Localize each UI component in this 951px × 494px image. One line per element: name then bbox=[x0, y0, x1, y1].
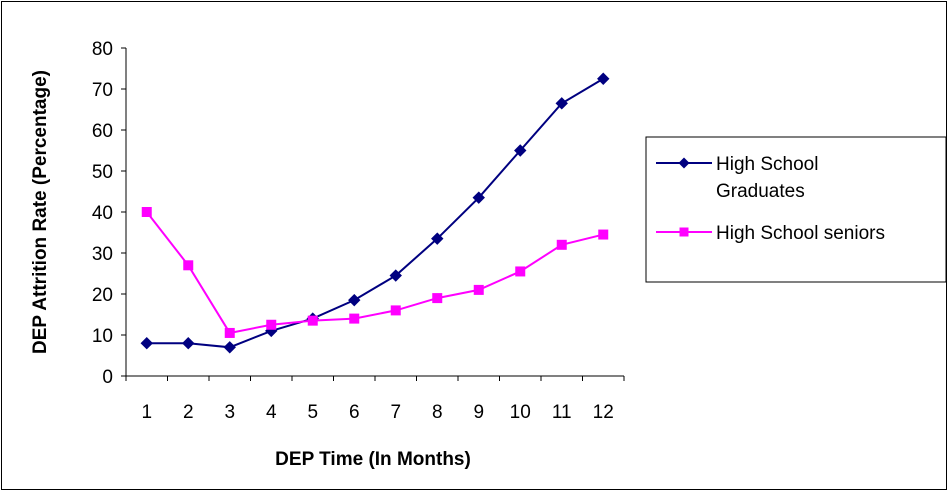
series-1 bbox=[140, 72, 610, 354]
x-tick-label: 4 bbox=[266, 402, 277, 423]
x-tick-label: 2 bbox=[183, 402, 194, 423]
data-point bbox=[431, 232, 444, 245]
data-point bbox=[140, 336, 153, 350]
x-tick-label: 11 bbox=[552, 402, 572, 423]
data-point bbox=[432, 293, 443, 304]
series-2 bbox=[141, 207, 609, 338]
legend-label: High School seniors bbox=[716, 223, 885, 244]
data-point bbox=[472, 191, 485, 204]
y-axis-title: DEP Attrition Rate (Percentage) bbox=[30, 70, 51, 354]
data-point bbox=[224, 327, 235, 338]
x-tick-label: 9 bbox=[473, 402, 484, 423]
data-point bbox=[182, 336, 195, 350]
y-tick-label: 40 bbox=[92, 203, 113, 224]
y-tick-label: 50 bbox=[92, 162, 113, 183]
x-tick-label: 5 bbox=[307, 402, 318, 423]
data-point bbox=[598, 229, 609, 240]
y-tick-label: 60 bbox=[92, 121, 113, 142]
data-point bbox=[223, 341, 236, 354]
legend-label: Graduates bbox=[716, 181, 805, 202]
series-line bbox=[146, 77, 604, 349]
data-point bbox=[348, 293, 361, 307]
x-tick-label: 6 bbox=[349, 402, 360, 423]
y-tick-label: 80 bbox=[92, 39, 113, 60]
data-point bbox=[389, 269, 402, 282]
legend-box bbox=[645, 136, 947, 283]
data-point bbox=[349, 313, 360, 324]
legend-item-1: High School Graduates bbox=[656, 154, 818, 202]
x-tick-label: 1 bbox=[141, 402, 152, 423]
data-point bbox=[307, 315, 318, 326]
x-tick-label: 10 bbox=[510, 402, 531, 423]
y-tick-label: 70 bbox=[92, 80, 113, 101]
legend-marker bbox=[679, 227, 689, 237]
series-layer bbox=[140, 72, 610, 354]
x-tick-label: 12 bbox=[593, 402, 614, 423]
data-point bbox=[390, 305, 401, 316]
data-point bbox=[597, 72, 610, 85]
data-point bbox=[141, 207, 152, 217]
data-point bbox=[266, 319, 277, 330]
data-point bbox=[514, 144, 527, 157]
legend-item-2: High School seniors bbox=[656, 223, 885, 244]
legend: High School Graduates High School seniors bbox=[645, 136, 947, 283]
data-point bbox=[556, 239, 567, 250]
y-tick-label: 30 bbox=[92, 244, 113, 265]
legend-label: High School bbox=[716, 154, 818, 175]
legend-marker bbox=[678, 157, 690, 169]
data-point bbox=[515, 266, 526, 277]
y-tick-label: 20 bbox=[92, 285, 113, 306]
x-tick-label: 7 bbox=[390, 402, 401, 423]
y-tick-label: 10 bbox=[92, 326, 113, 347]
data-point bbox=[473, 284, 484, 295]
x-tick-label: 8 bbox=[432, 402, 443, 423]
x-tick-label: 3 bbox=[224, 402, 235, 423]
x-axis-title: DEP Time (In Months) bbox=[275, 449, 471, 470]
data-point bbox=[183, 260, 194, 271]
series-line bbox=[145, 211, 604, 335]
y-tick-label: 0 bbox=[102, 367, 113, 388]
data-point bbox=[555, 97, 568, 110]
